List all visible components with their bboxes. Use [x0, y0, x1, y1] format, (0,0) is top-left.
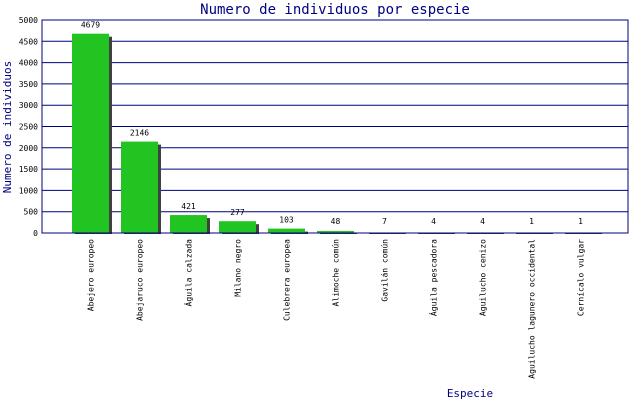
- y-tick-label: 2500: [19, 123, 38, 132]
- category-labels: Abejero europeo Abejaruco europeo Águila c…: [87, 239, 586, 379]
- y-tick-label: 2000: [19, 144, 38, 153]
- category-label: Aguilucho lagunero occidental: [528, 239, 537, 379]
- bar: [72, 33, 109, 234]
- y-tick-label: 500: [24, 208, 39, 217]
- bar: [170, 215, 207, 233]
- plot-frame: [41, 19, 629, 234]
- y-axis-label: Numero de individuos: [1, 61, 14, 193]
- value-label: 4679: [81, 21, 100, 30]
- y-tick-label: 5000: [19, 16, 38, 25]
- value-labels: 4679 2146 421 277 103 48 7 4 4 1 1: [81, 21, 583, 226]
- value-label: 4: [480, 217, 485, 226]
- category-label: Alimoche común: [332, 239, 341, 307]
- value-label: 4: [431, 217, 436, 226]
- bars: [72, 33, 602, 235]
- value-label: 421: [181, 202, 196, 211]
- x-axis-label: Especie: [447, 387, 493, 400]
- value-label: 1: [578, 217, 583, 226]
- value-label: 103: [279, 216, 294, 225]
- value-label: 277: [230, 208, 245, 217]
- y-tick-label: 3500: [19, 80, 38, 89]
- value-label: 1: [529, 217, 534, 226]
- y-tick-label: 4000: [19, 59, 38, 68]
- category-label: Abejero europeo: [87, 239, 96, 311]
- y-tick-label: 1000: [19, 186, 38, 195]
- category-label: Milano negro: [234, 239, 243, 297]
- chart-title: Numero de individuos por especie: [200, 2, 470, 18]
- value-label: 7: [382, 217, 387, 226]
- value-label: 48: [331, 217, 341, 226]
- y-tick-label: 0: [33, 229, 38, 238]
- y-tick-label: 3000: [19, 101, 38, 110]
- y-tick-label: 4500: [19, 37, 38, 46]
- category-label: Águila calzada: [183, 239, 194, 307]
- bar: [268, 228, 305, 233]
- category-label: Águila pescadora: [428, 239, 439, 316]
- bar: [121, 141, 158, 233]
- bar: [219, 221, 256, 233]
- bar: [317, 230, 354, 233]
- value-label: 2146: [130, 129, 149, 138]
- category-label: Aguilucho cenizo: [479, 239, 488, 316]
- y-axis-ticks: 0 500 1000 1500 2000 2500 3000 3500 4000 4500 5000: [19, 16, 38, 238]
- category-label: Abejaruco europeo: [136, 239, 145, 321]
- y-tick-label: 1500: [19, 165, 38, 174]
- category-label: Gavilán común: [381, 239, 390, 302]
- category-label: Culebrera europea: [283, 239, 292, 321]
- category-label: Cernícalo vulgar: [577, 239, 586, 316]
